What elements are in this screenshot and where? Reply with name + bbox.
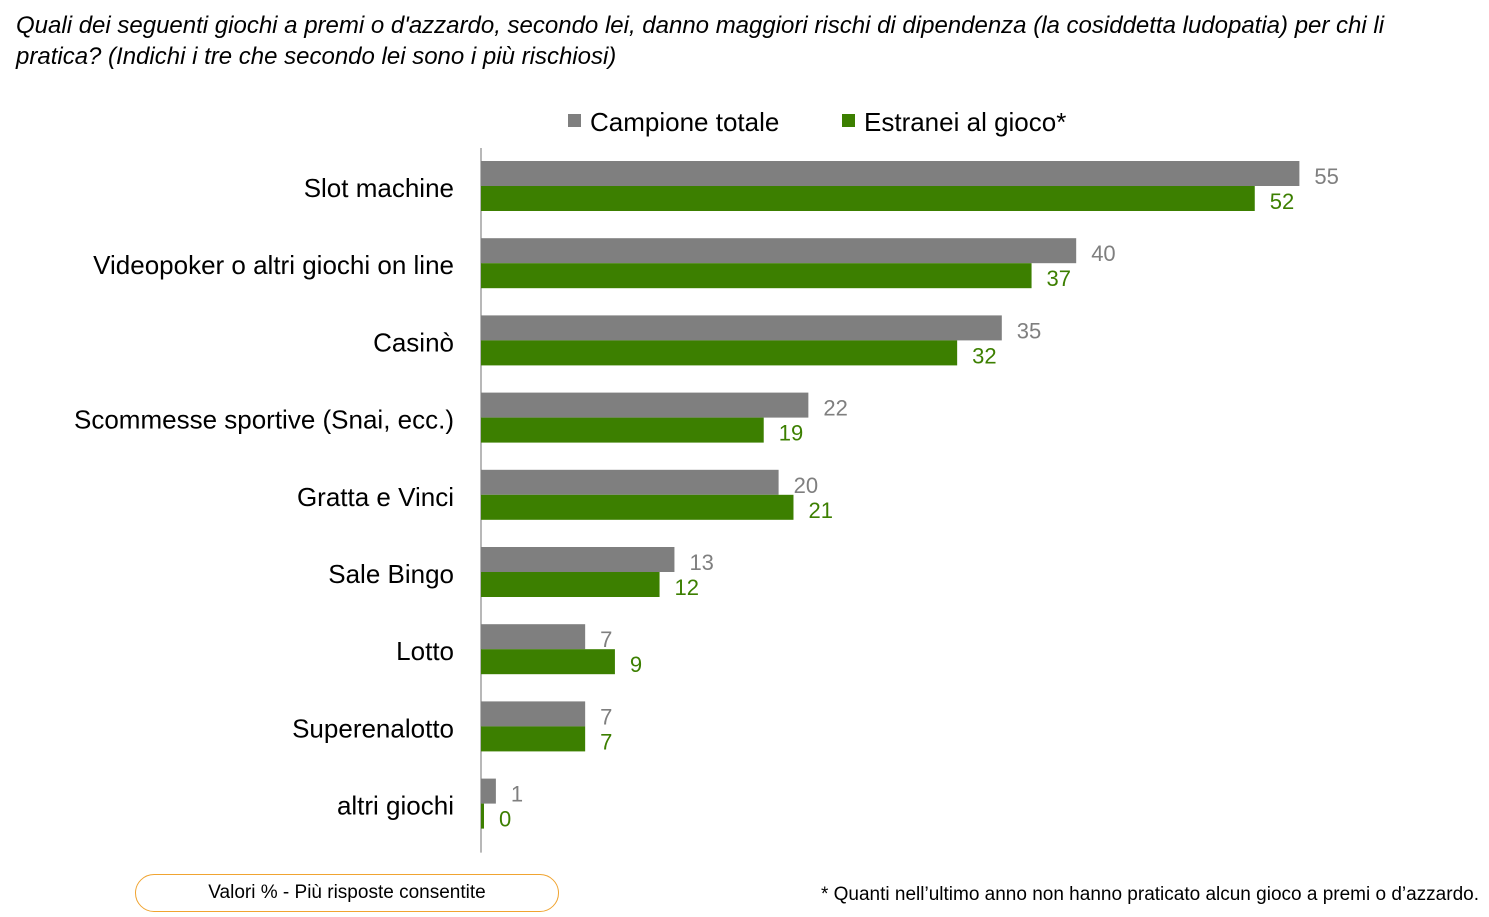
value-label-campione-totale: 35 (1017, 318, 1041, 343)
bar-campione-totale (481, 392, 809, 418)
value-label-campione-totale: 7 (600, 627, 612, 652)
value-label-estranei: 52 (1270, 189, 1294, 214)
category-label: Sale Bingo (328, 559, 454, 589)
category-label: altri giochi (337, 791, 454, 821)
footnote: * Quanti nell’ultimo anno non hanno prat… (820, 884, 1479, 905)
bar-campione-totale (481, 624, 586, 650)
category-label: Superenalotto (292, 713, 454, 743)
bar-campione-totale (481, 547, 675, 572)
value-label-estranei: 12 (675, 575, 699, 600)
bar-estranei (481, 494, 794, 520)
bar-campione-totale (481, 469, 779, 495)
bar-campione-totale (481, 778, 496, 804)
legend-label-1: Campione totale (590, 107, 779, 137)
legend-swatch-1 (568, 114, 581, 127)
bar-campione-totale (481, 315, 1002, 341)
bar-estranei (481, 263, 1032, 289)
legend-label-2: Estranei al gioco* (864, 107, 1066, 137)
bar-campione-totale (481, 701, 586, 727)
value-label-estranei: 21 (808, 498, 832, 523)
bar-estranei (481, 803, 484, 829)
bar-estranei (481, 572, 660, 597)
bar-campione-totale (481, 238, 1077, 264)
values-note-label: Valori % - Più risposte consentite (208, 882, 486, 903)
value-label-estranei: 19 (779, 421, 803, 446)
value-label-campione-totale: 22 (823, 396, 847, 421)
value-label-campione-totale: 1 (511, 782, 523, 807)
category-label: Scommesse sportive (Snai, ecc.) (74, 405, 454, 435)
bar-estranei (481, 417, 764, 443)
category-label: Slot machine (304, 173, 454, 203)
value-label-estranei: 37 (1047, 266, 1071, 291)
value-label-estranei: 7 (600, 729, 612, 754)
value-label-campione-totale: 55 (1314, 164, 1338, 189)
bar-estranei (481, 649, 615, 675)
bar-estranei (481, 340, 958, 366)
value-label-estranei: 9 (630, 652, 642, 677)
category-label: Videopoker o altri giochi on line (93, 250, 454, 280)
value-label-campione-totale: 13 (689, 550, 713, 575)
bar-estranei (481, 726, 586, 752)
value-label-estranei: 0 (499, 807, 511, 832)
value-label-campione-totale: 40 (1091, 241, 1115, 266)
value-label-campione-totale: 20 (794, 473, 818, 498)
category-label: Gratta e Vinci (297, 482, 454, 512)
bar-estranei (481, 186, 1255, 211)
category-label: Casinò (373, 327, 454, 357)
bar-campione-totale (481, 161, 1300, 186)
question-text: Quali dei seguenti giochi a premi o d'az… (16, 12, 1385, 70)
value-label-campione-totale: 7 (600, 704, 612, 729)
values-note: Valori % - Più risposte consentite (135, 874, 559, 912)
value-label-estranei: 32 (972, 343, 996, 368)
category-label: Lotto (396, 636, 454, 666)
legend-swatch-2 (842, 114, 855, 127)
